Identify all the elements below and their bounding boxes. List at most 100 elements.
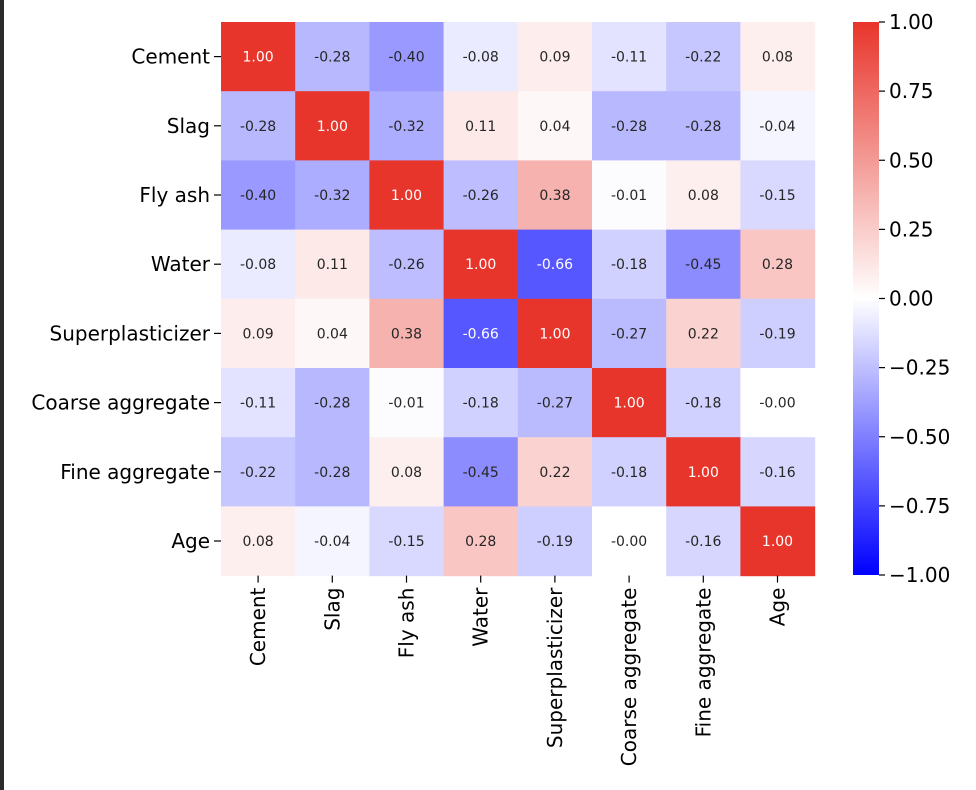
cell-label-fly-ash-superplasticizer: 0.38 (539, 188, 570, 204)
cell-label-slag-fly-ash: -0.32 (388, 119, 424, 135)
cell-cement-superplasticizer (517, 22, 593, 92)
cell-label-fly-ash-slag: -0.32 (314, 188, 350, 204)
cell-label-fly-ash-cement: -0.40 (240, 188, 276, 204)
cell-coarse-aggregate-cement (221, 368, 296, 438)
cell-label-slag-water: 0.11 (465, 119, 496, 135)
cell-fly-ash-fine-aggregate (666, 160, 741, 231)
cell-superplasticizer-age (740, 298, 816, 369)
x-tick-label: Slag (320, 588, 344, 631)
cell-coarse-aggregate-fly-ash (369, 368, 445, 438)
cell-coarse-aggregate-fine-aggregate (666, 368, 741, 438)
cell-age-superplasticizer (517, 506, 593, 577)
cell-fine-aggregate-cement (221, 437, 296, 507)
cell-age-slag (295, 506, 370, 577)
cell-fly-ash-coarse-aggregate (592, 160, 667, 231)
cell-water-cement (221, 229, 296, 300)
cell-label-water-superplasticizer: -0.66 (537, 257, 573, 273)
cell-label-coarse-aggregate-water: -0.18 (463, 396, 499, 412)
y-tick-label: Fine aggregate (60, 460, 210, 484)
cell-fine-aggregate-superplasticizer (517, 437, 593, 507)
cell-coarse-aggregate-superplasticizer (517, 368, 593, 438)
cell-fine-aggregate-age (740, 437, 816, 507)
cell-fine-aggregate-slag (295, 437, 370, 507)
cell-label-age-fly-ash: -0.15 (388, 534, 424, 550)
x-tick-label: Age (766, 588, 790, 627)
cell-slag-age (740, 91, 816, 161)
cell-age-cement (221, 506, 296, 577)
cell-label-age-superplasticizer: -0.19 (537, 534, 573, 550)
cell-label-fine-aggregate-superplasticizer: 0.22 (539, 465, 570, 481)
cell-label-slag-fine-aggregate: -0.28 (685, 119, 721, 135)
cell-label-coarse-aggregate-cement: -0.11 (240, 396, 276, 412)
cell-slag-coarse-aggregate (592, 91, 667, 161)
colorbar-tick-label: −1.00 (889, 563, 950, 587)
cell-label-water-cement: -0.08 (240, 257, 276, 273)
cell-cement-slag (295, 22, 370, 92)
cell-label-cement-superplasticizer: 0.09 (539, 50, 570, 66)
x-axis: Cement Slag Fly ash Water Superplasticizer Co… (246, 575, 790, 766)
cell-label-slag-age: -0.04 (759, 119, 795, 135)
cell-slag-slag (295, 91, 370, 161)
cell-label-superplasticizer-fine-aggregate: 0.22 (688, 326, 719, 342)
cell-age-water (443, 506, 519, 577)
cell-water-age (740, 229, 816, 300)
cell-label-age-fine-aggregate: -0.16 (685, 534, 721, 550)
cell-fly-ash-water (443, 160, 519, 231)
colorbar-tick-label: 0.25 (889, 217, 934, 241)
cell-slag-water (443, 91, 519, 161)
cell-water-superplasticizer (517, 229, 593, 300)
cell-fine-aggregate-coarse-aggregate (592, 437, 667, 507)
cell-water-coarse-aggregate (592, 229, 667, 300)
cell-fine-aggregate-water (443, 437, 519, 507)
y-axis: Cement Slag Fly ash Water Superplasticizer Co… (31, 45, 221, 553)
cell-label-fine-aggregate-slag: -0.28 (314, 465, 350, 481)
cell-label-age-cement: 0.08 (243, 534, 274, 550)
cell-label-water-age: 0.28 (762, 257, 793, 273)
cell-cement-fine-aggregate (666, 22, 741, 92)
figure: 1.00 -0.28 -0.40 -0.08 0.09 -0.11 -0.22 0.08 -0.… (4, 0, 976, 790)
x-tick-label: Fly ash (395, 588, 419, 659)
cell-label-fly-ash-coarse-aggregate: -0.01 (611, 188, 647, 204)
cell-label-fly-ash-fly-ash: 1.00 (391, 188, 422, 204)
cell-label-cement-age: 0.08 (762, 50, 793, 66)
heatmap-cells: 1.00 -0.28 -0.40 -0.08 0.09 -0.11 -0.22 0.08 -0.… (221, 22, 816, 577)
cell-label-cement-coarse-aggregate: -0.11 (611, 50, 647, 66)
y-tick-label: Coarse aggregate (31, 391, 210, 415)
cell-label-water-slag: 0.11 (317, 257, 348, 273)
cell-label-fine-aggregate-cement: -0.22 (240, 465, 276, 481)
x-tick-label: Cement (246, 587, 270, 666)
cell-label-superplasticizer-slag: 0.04 (317, 326, 348, 342)
cell-coarse-aggregate-coarse-aggregate (592, 368, 667, 438)
cell-label-cement-slag: -0.28 (314, 50, 350, 66)
cell-superplasticizer-coarse-aggregate (592, 298, 667, 369)
colorbar-tick-label: −0.50 (889, 425, 950, 449)
cell-superplasticizer-cement (221, 298, 296, 369)
cell-label-superplasticizer-cement: 0.09 (243, 326, 274, 342)
cell-label-water-fine-aggregate: -0.45 (685, 257, 721, 273)
x-tick-label: Fine aggregate (691, 588, 715, 738)
cell-age-age (740, 506, 816, 577)
cell-label-age-water: 0.28 (465, 534, 496, 550)
cell-cement-fly-ash (369, 22, 445, 92)
cell-label-cement-fine-aggregate: -0.22 (685, 50, 721, 66)
cell-label-water-water: 1.00 (465, 257, 496, 273)
cell-label-slag-cement: -0.28 (240, 119, 276, 135)
cell-label-superplasticizer-fly-ash: 0.38 (391, 326, 422, 342)
colorbar-tick-label: −0.25 (889, 356, 950, 380)
cell-label-cement-fly-ash: -0.40 (388, 50, 424, 66)
cell-age-coarse-aggregate (592, 506, 667, 577)
colorbar-tick-label: 0.00 (889, 287, 934, 311)
cell-label-coarse-aggregate-fly-ash: -0.01 (388, 396, 424, 412)
cell-label-fly-ash-age: -0.15 (759, 188, 795, 204)
cell-water-water (443, 229, 519, 300)
cell-label-coarse-aggregate-fine-aggregate: -0.18 (685, 396, 721, 412)
colorbar-tick-label: 0.75 (889, 79, 934, 103)
colorbar-tick-label: 1.00 (889, 10, 934, 34)
cell-label-fine-aggregate-coarse-aggregate: -0.18 (611, 465, 647, 481)
colorbar-gradient (853, 22, 879, 575)
cell-label-fine-aggregate-fly-ash: 0.08 (391, 465, 422, 481)
cell-label-age-slag: -0.04 (314, 534, 350, 550)
cell-superplasticizer-water (443, 298, 519, 369)
cell-coarse-aggregate-water (443, 368, 519, 438)
cell-label-superplasticizer-age: -0.19 (759, 326, 795, 342)
